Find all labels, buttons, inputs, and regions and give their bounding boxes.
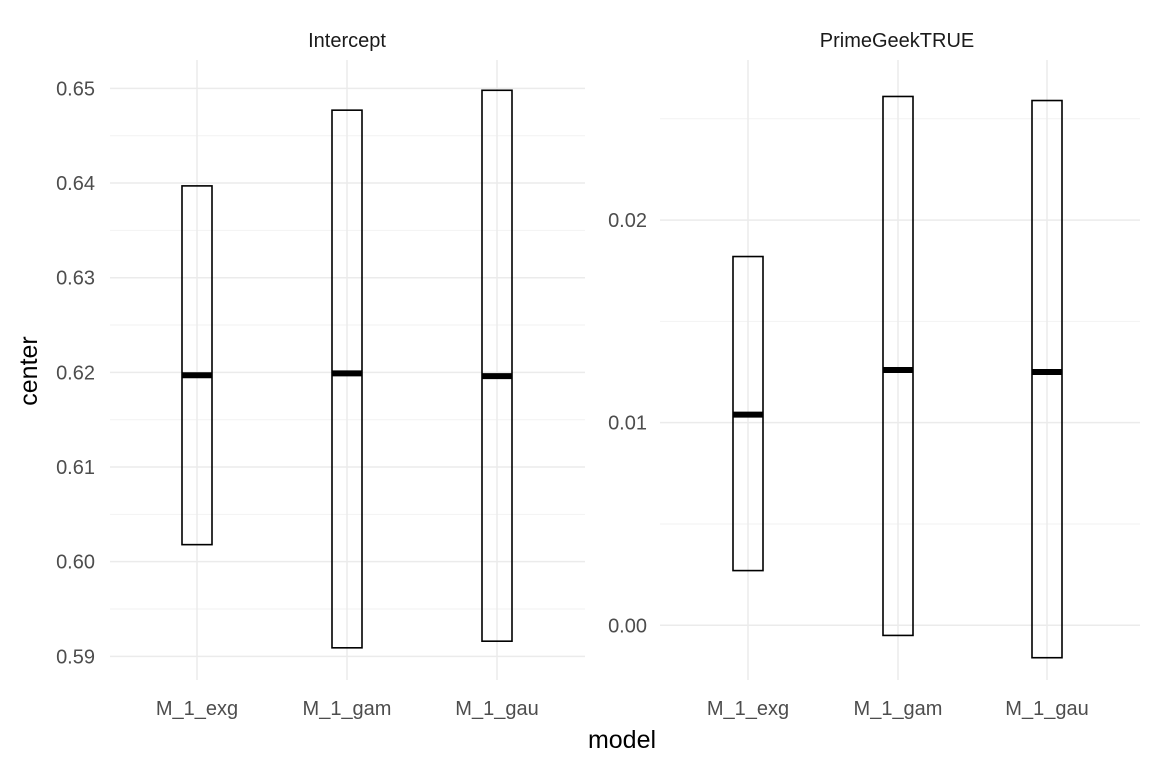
interval-box-M_1_exg [181,185,213,546]
interval-box-M_1_gau [481,89,513,642]
y-tick-label: 0.02 [608,210,647,232]
x-tick-label: M_1_exg [707,698,789,720]
y-tick-label: 0.64 [56,173,95,195]
y-tick-label: 0.63 [56,268,95,290]
x-tick-label: M_1_gam [303,698,392,720]
panel-primegeektrue: 0.00 0.01 0.02 PrimeGeekTRUE M_1_exg M_1_gam M… [608,30,1140,720]
y-tick-label: 0.60 [56,552,95,574]
interval-box-M_1_gam [331,109,363,649]
x-tick-label: M_1_gau [455,698,538,720]
panel-title: PrimeGeekTRUE [820,30,974,52]
y-tick-label: 0.00 [608,615,647,637]
x-tick-label: M_1_gau [1005,698,1088,720]
y-tick-label: 0.65 [56,78,95,100]
interval-box-M_1_gau [1031,99,1063,659]
y-tick-label: 0.01 [608,413,647,435]
panel-title: Intercept [308,30,386,52]
panel-intercept: 0.59 0.60 0.61 0.62 0.63 0.64 0.65 Intercept M_1… [56,30,585,720]
x-axis-title: model [588,726,656,754]
interval-box-M_1_gam [882,95,914,637]
y-tick-label: 0.59 [56,646,95,668]
x-tick-label: M_1_gam [854,698,943,720]
x-tick-label: M_1_exg [156,698,238,720]
y-tick-label: 0.62 [56,362,95,384]
y-tick-label: 0.61 [56,457,95,479]
y-axis-title: center [15,336,43,405]
